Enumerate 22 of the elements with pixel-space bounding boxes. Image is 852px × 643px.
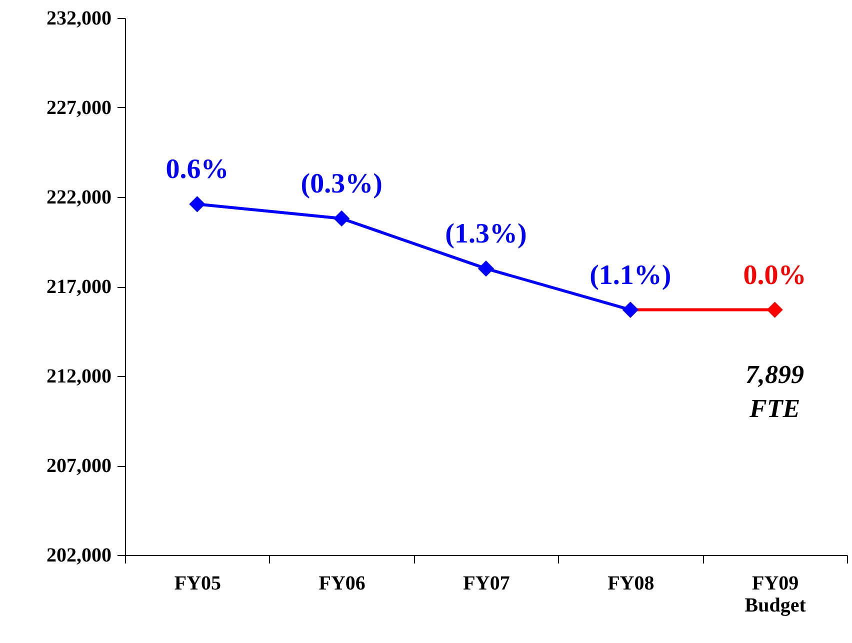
annotation: 0.6% xyxy=(166,154,229,186)
annotation: (1.3%) xyxy=(445,218,527,250)
point xyxy=(189,196,206,212)
y-tick-label: 227,000 xyxy=(46,97,112,119)
point xyxy=(478,260,494,277)
x-tick-label: FY05 xyxy=(174,572,222,594)
y-tick-label: 222,000 xyxy=(46,186,112,208)
y-tick-label: 217,000 xyxy=(46,276,112,298)
x-tick-label: FY09 Budget xyxy=(744,572,806,616)
point xyxy=(766,302,783,318)
y-tick-label: 207,000 xyxy=(46,455,112,477)
annotation: (0.3%) xyxy=(300,168,382,200)
x-tick-label: FY06 xyxy=(318,572,366,594)
point xyxy=(334,210,350,227)
annotation: 7,899 FTE xyxy=(746,360,804,423)
y-tick-label: 202,000 xyxy=(46,544,112,566)
annotation: 0.0% xyxy=(743,260,806,291)
annotation: (1.1%) xyxy=(590,260,672,291)
y-tick-label: 212,000 xyxy=(46,366,112,388)
x-tick-label: FY07 xyxy=(463,572,510,594)
x-tick-label: FY08 xyxy=(608,572,654,594)
y-tick-label: 232,000 xyxy=(46,8,112,30)
